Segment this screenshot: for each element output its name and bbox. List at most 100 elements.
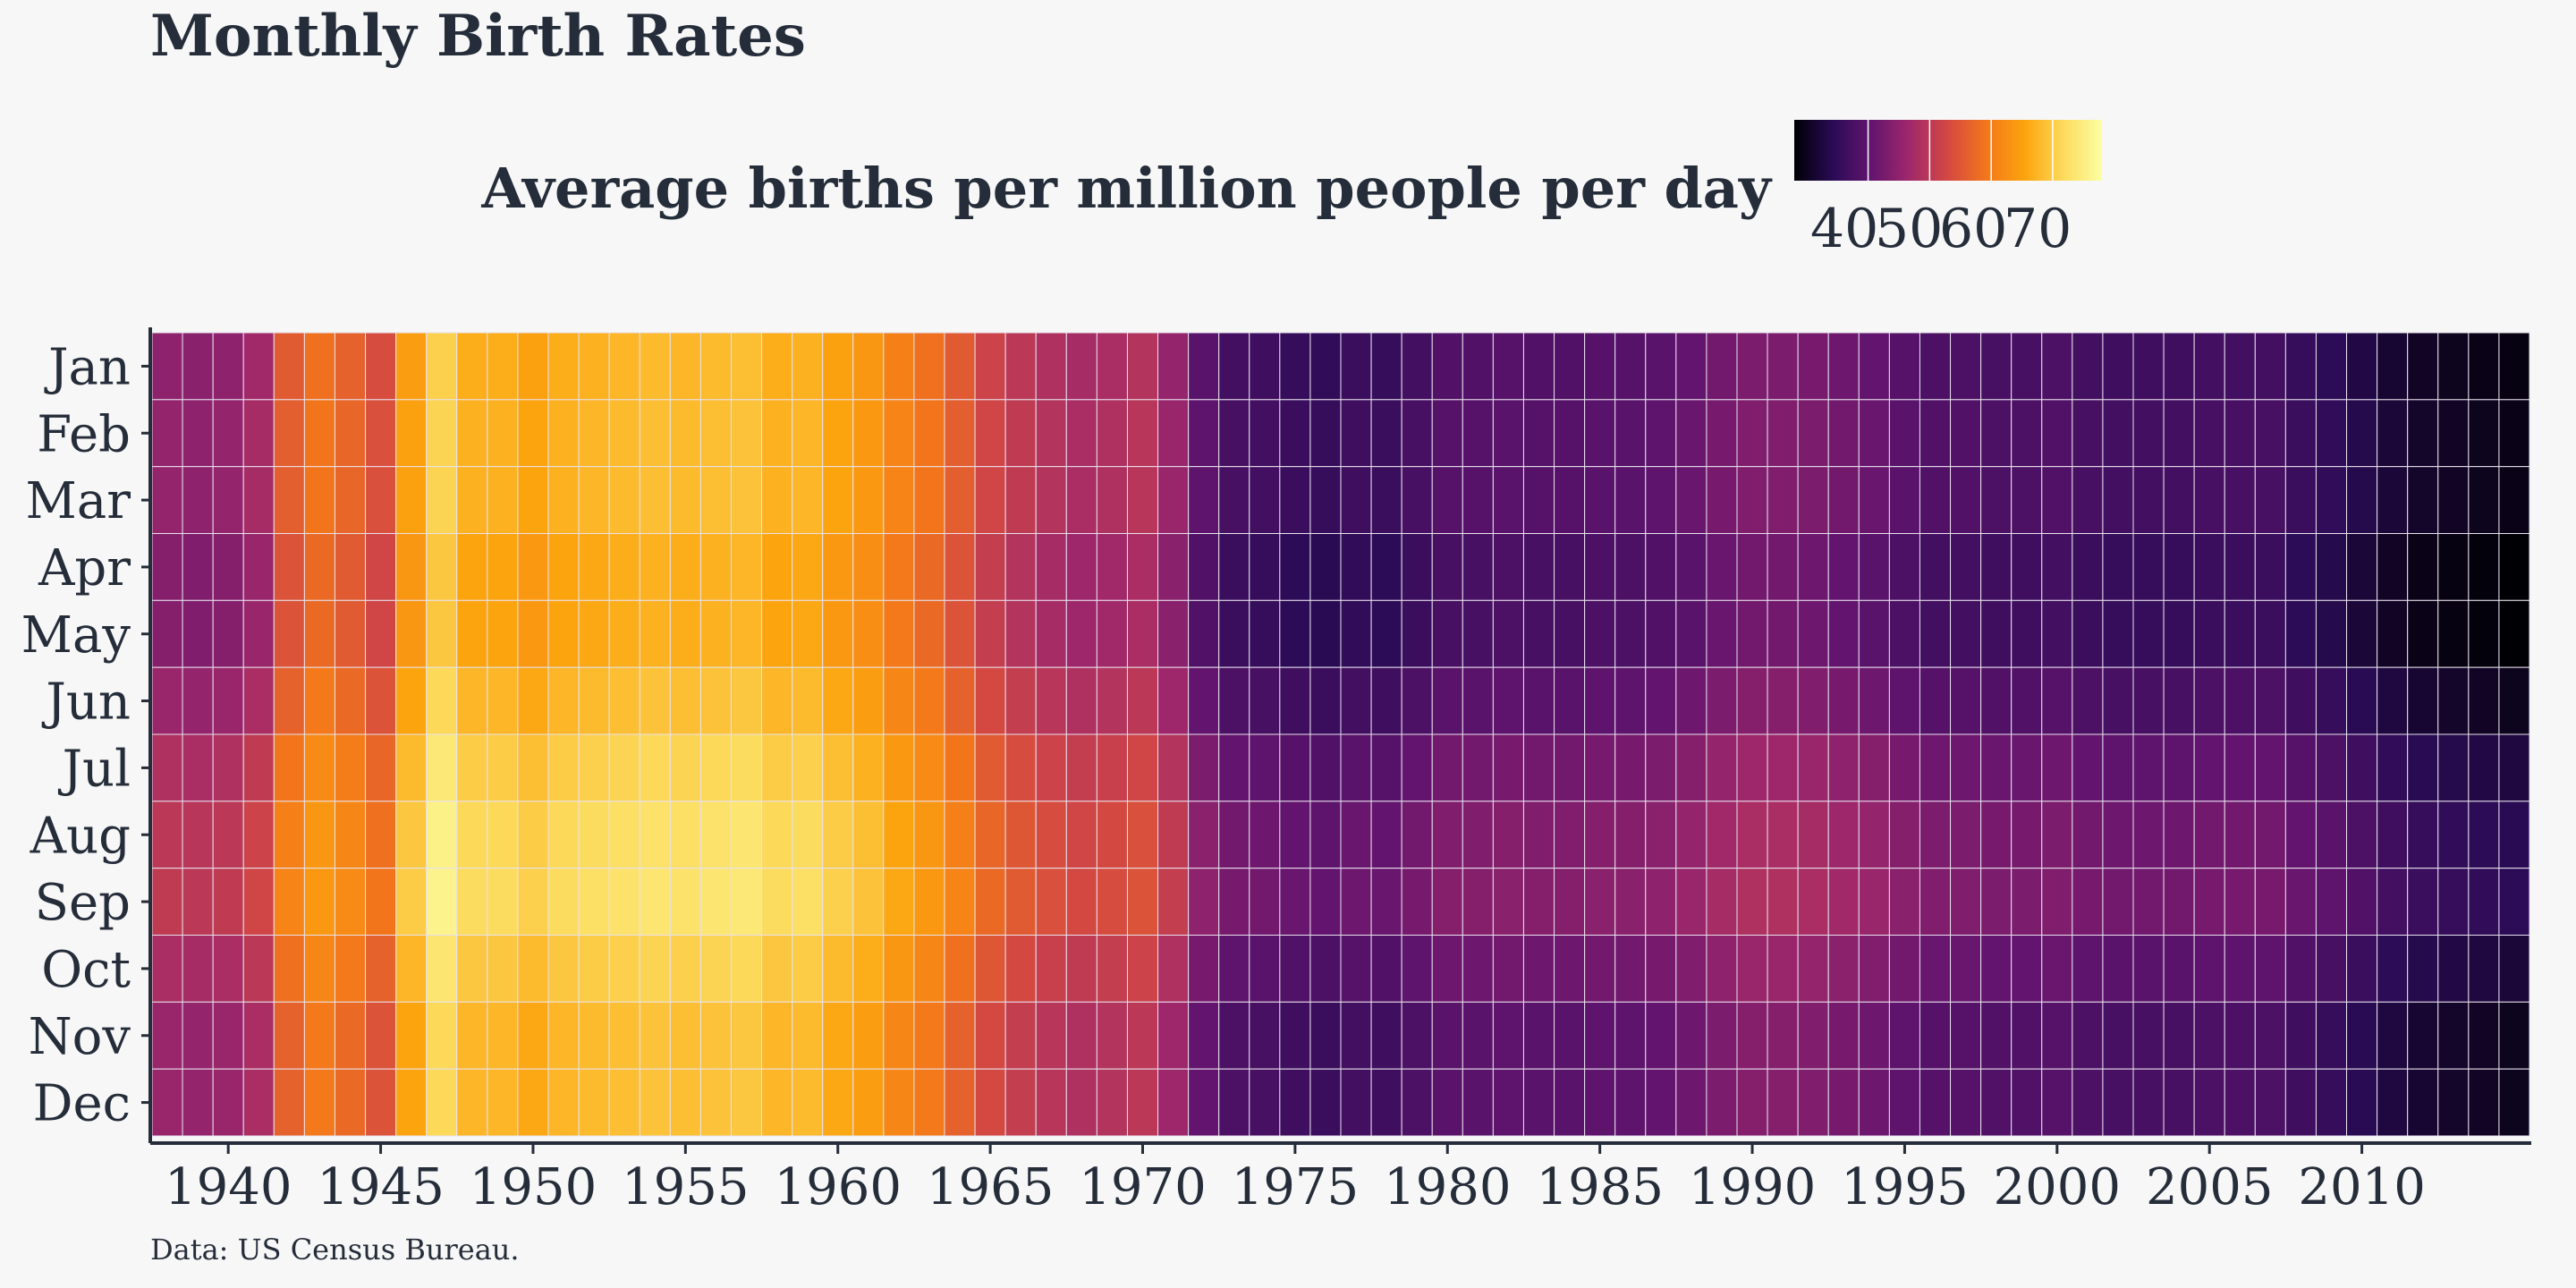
heatmap-cell	[2041, 599, 2073, 668]
heatmap-cell	[883, 399, 915, 468]
heatmap-cell	[639, 801, 671, 869]
heatmap-cell	[639, 666, 671, 735]
heatmap-cell	[2132, 666, 2165, 735]
heatmap-cell	[1706, 466, 1738, 534]
heatmap-cell	[1736, 801, 1768, 869]
heatmap-cell	[1249, 801, 1281, 869]
heatmap-cell	[151, 533, 183, 601]
heatmap-cell	[456, 935, 488, 1003]
heatmap-cell	[182, 868, 214, 936]
month-label: Jun	[41, 674, 131, 732]
heatmap-cell	[1554, 533, 1586, 601]
heatmap-cell	[761, 399, 793, 468]
heatmap-cell	[1888, 868, 1920, 936]
heatmap-cell	[1675, 1068, 1707, 1137]
heatmap-cell	[517, 533, 549, 601]
heatmap-cell	[1462, 801, 1494, 869]
heatmap-cell	[2254, 666, 2286, 735]
heatmap-cell	[2498, 399, 2530, 468]
heatmap-cell	[1492, 935, 1524, 1003]
heatmap-cell	[2224, 733, 2256, 802]
heatmap-cell	[1645, 666, 1677, 735]
heatmap-cell	[730, 1001, 763, 1070]
heatmap-cell	[883, 599, 915, 668]
heatmap-cell	[1126, 801, 1159, 869]
heatmap-cell	[852, 599, 885, 668]
heatmap-cell	[1675, 332, 1707, 401]
heatmap-cell	[639, 935, 671, 1003]
heatmap-cell	[517, 466, 549, 534]
heatmap-cell	[365, 666, 397, 735]
heatmap-cell	[944, 1001, 976, 1070]
heatmap-cell	[456, 533, 488, 601]
heatmap-cell	[1188, 399, 1220, 468]
heatmap-cell	[2498, 733, 2530, 802]
heatmap-cell	[2437, 332, 2470, 401]
heatmap-cell	[699, 599, 732, 668]
heatmap-cell	[1919, 1001, 1952, 1070]
heatmap-cell	[730, 533, 763, 601]
heatmap-cell	[1096, 666, 1128, 735]
heatmap-cell	[2254, 733, 2286, 802]
heatmap-cell	[2437, 1068, 2470, 1137]
heatmap-cell	[242, 599, 275, 668]
heatmap-cell	[212, 599, 244, 668]
heatmap-cell	[1706, 332, 1738, 401]
heatmap-cell	[2102, 801, 2134, 869]
heatmap-cell	[212, 666, 244, 735]
heatmap-cell	[1126, 466, 1159, 534]
heatmap-cell	[761, 733, 793, 802]
heatmap-cell	[273, 466, 305, 534]
heatmap-cell	[1858, 466, 1890, 534]
heatmap-cell	[1279, 599, 1311, 668]
heatmap-cell	[883, 868, 915, 936]
heatmap-cell	[2041, 332, 2073, 401]
heatmap-cell	[1827, 733, 1860, 802]
heatmap-cell	[1462, 599, 1494, 668]
heatmap-cell	[2163, 399, 2195, 468]
heatmap-cell	[883, 1001, 915, 1070]
heatmap-cell	[1004, 466, 1037, 534]
heatmap-cell	[1431, 1001, 1463, 1070]
heatmap-cell	[913, 868, 945, 936]
heatmap-cell	[2437, 868, 2470, 936]
heatmap-cell	[2132, 733, 2165, 802]
heatmap-cell	[1888, 332, 1920, 401]
heatmap-cell	[2011, 466, 2043, 534]
heatmap-cell	[1645, 533, 1677, 601]
heatmap-cell	[2072, 935, 2104, 1003]
heatmap-cell	[1309, 1001, 1342, 1070]
heatmap-cell	[1096, 533, 1128, 601]
heatmap-cell	[2132, 533, 2165, 601]
heatmap-cell	[1188, 466, 1220, 534]
heatmap-cell	[944, 935, 976, 1003]
heatmap-cell	[1249, 1068, 1281, 1137]
heatmap-cell	[1309, 801, 1342, 869]
heatmap-cell	[2468, 733, 2500, 802]
heatmap-cell	[303, 466, 335, 534]
heatmap-cell	[1950, 399, 1982, 468]
heatmap-cell	[456, 733, 488, 802]
heatmap-cell	[1096, 399, 1128, 468]
heatmap-cell	[1431, 599, 1463, 668]
heatmap-cell	[182, 935, 214, 1003]
heatmap-cell	[1888, 666, 1920, 735]
heatmap-cell	[974, 533, 1006, 601]
heatmap-cell	[608, 733, 640, 802]
heatmap-cell	[2132, 868, 2165, 936]
heatmap-cell	[1218, 533, 1250, 601]
heatmap-cell	[974, 1001, 1006, 1070]
heatmap-cell	[547, 733, 580, 802]
heatmap-cell	[151, 466, 183, 534]
heatmap-cell	[1096, 599, 1128, 668]
heatmap-cell	[792, 801, 824, 869]
heatmap-cell	[1827, 399, 1860, 468]
heatmap-cell	[639, 332, 671, 401]
heatmap-cell	[151, 733, 183, 802]
heatmap-cell	[1188, 1001, 1220, 1070]
heatmap-cell	[822, 399, 854, 468]
heatmap-cell	[1126, 1001, 1159, 1070]
heatmap-cell	[1980, 666, 2012, 735]
heatmap-cell	[699, 399, 732, 468]
legend-tick-label: 60	[1939, 198, 2007, 260]
